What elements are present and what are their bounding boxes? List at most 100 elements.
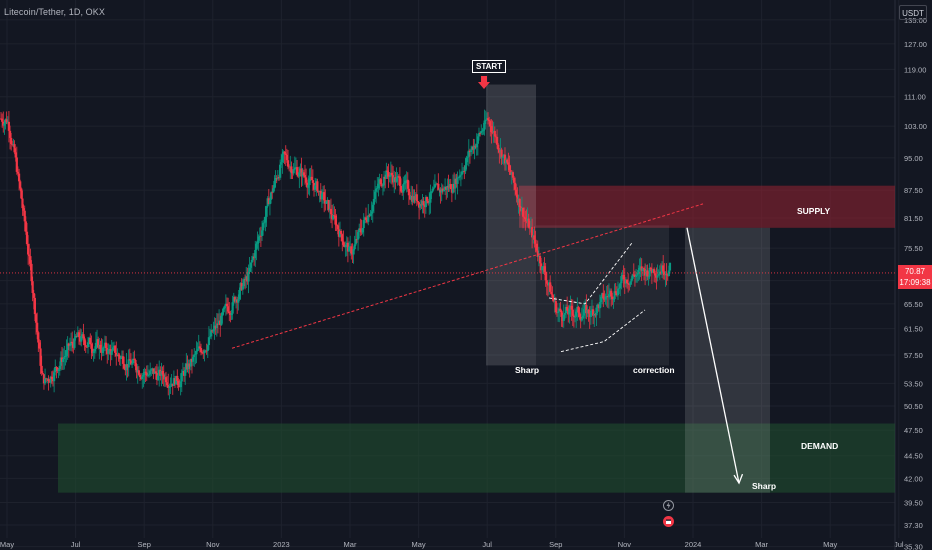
candle-body xyxy=(580,318,583,321)
candle-body xyxy=(359,228,362,230)
candle-body xyxy=(54,366,57,373)
candle-body xyxy=(596,304,599,308)
candle-body xyxy=(326,199,329,202)
candle-body xyxy=(653,269,656,274)
candle-body xyxy=(582,309,586,316)
candle-body xyxy=(180,372,183,382)
candle-body xyxy=(7,121,11,131)
candle-body xyxy=(65,349,68,356)
candle-body xyxy=(570,305,573,310)
candle-body xyxy=(466,156,469,158)
candle-body xyxy=(621,274,624,277)
candle-body xyxy=(90,344,93,349)
candle-body xyxy=(109,349,112,355)
candle-body xyxy=(238,289,241,300)
candle-body xyxy=(268,199,272,205)
candle-body xyxy=(386,170,389,172)
y-tick-label: 87.50 xyxy=(904,186,923,195)
candle-body xyxy=(511,172,514,178)
candle-body xyxy=(63,357,66,359)
candle-body xyxy=(446,185,449,190)
candle-body xyxy=(456,177,459,184)
candle-body xyxy=(333,215,336,216)
y-tick-label: 119.00 xyxy=(904,65,926,74)
candle-body xyxy=(517,198,520,203)
candle-body xyxy=(489,121,492,126)
candle-body xyxy=(264,216,267,223)
candle-body xyxy=(491,131,494,133)
candle-body xyxy=(162,374,165,380)
candle-body xyxy=(567,310,570,315)
candle-body xyxy=(598,302,601,309)
candle-body xyxy=(240,283,243,290)
candle-body xyxy=(641,268,644,272)
currency-button[interactable]: USDT xyxy=(899,5,927,20)
candle-body xyxy=(545,280,548,284)
calendar-icon[interactable] xyxy=(663,516,674,527)
lightning-icon[interactable] xyxy=(663,500,674,511)
candle-body xyxy=(482,129,485,131)
candle-body xyxy=(3,123,6,126)
candle-body xyxy=(521,208,525,217)
candle-body xyxy=(234,299,238,302)
candle-body xyxy=(408,195,412,200)
candle-body xyxy=(84,345,87,347)
candle-body xyxy=(534,239,537,244)
candle-body xyxy=(561,316,564,322)
candle-body xyxy=(89,337,92,345)
candle-body xyxy=(633,274,637,278)
candle-body xyxy=(595,307,598,316)
candle-body xyxy=(228,311,231,314)
candle-body xyxy=(382,176,386,186)
candle-body xyxy=(362,220,365,229)
candle-body xyxy=(271,192,274,194)
candle-body xyxy=(620,276,623,284)
candle-body xyxy=(102,347,105,349)
candle-body xyxy=(361,228,364,233)
candle-body xyxy=(126,364,129,368)
candle-body xyxy=(634,275,638,278)
candle-body xyxy=(486,118,490,120)
candle-body xyxy=(53,372,56,382)
candle-body xyxy=(410,195,413,200)
candle-body xyxy=(412,196,415,202)
candle-body xyxy=(258,235,261,237)
candle-body xyxy=(72,343,75,348)
candle-body xyxy=(537,256,540,257)
candle-body xyxy=(647,276,650,278)
candle-body xyxy=(590,309,594,311)
candle-body xyxy=(134,359,137,367)
candle-body xyxy=(260,230,264,236)
candle-body xyxy=(204,350,207,352)
candle-body xyxy=(398,176,401,186)
candle-body xyxy=(41,373,44,375)
candle-body xyxy=(299,168,302,173)
candle-body xyxy=(239,283,242,290)
candle-body xyxy=(498,149,501,153)
candle-body xyxy=(129,360,133,365)
candle-body xyxy=(414,194,417,200)
candle-body xyxy=(47,378,50,382)
candle-body xyxy=(418,202,421,208)
candle-body xyxy=(245,276,248,280)
candle-body xyxy=(101,347,104,353)
candle-body xyxy=(395,178,398,182)
candle-body xyxy=(459,174,463,176)
candle-body xyxy=(143,371,146,376)
candle-body xyxy=(379,179,382,185)
candle-body xyxy=(332,215,335,220)
candle-body xyxy=(223,306,226,308)
candle-body xyxy=(346,242,350,252)
candle-body xyxy=(536,250,539,257)
candle-body xyxy=(597,304,600,309)
candle-body xyxy=(341,234,344,242)
candle-body xyxy=(584,304,587,310)
candle-body xyxy=(80,336,83,342)
candle-body xyxy=(631,274,634,279)
candle-body xyxy=(625,279,629,284)
candle-body xyxy=(124,368,127,371)
candle-body xyxy=(282,151,285,155)
candle-body xyxy=(389,172,392,177)
candle-body xyxy=(81,334,84,337)
